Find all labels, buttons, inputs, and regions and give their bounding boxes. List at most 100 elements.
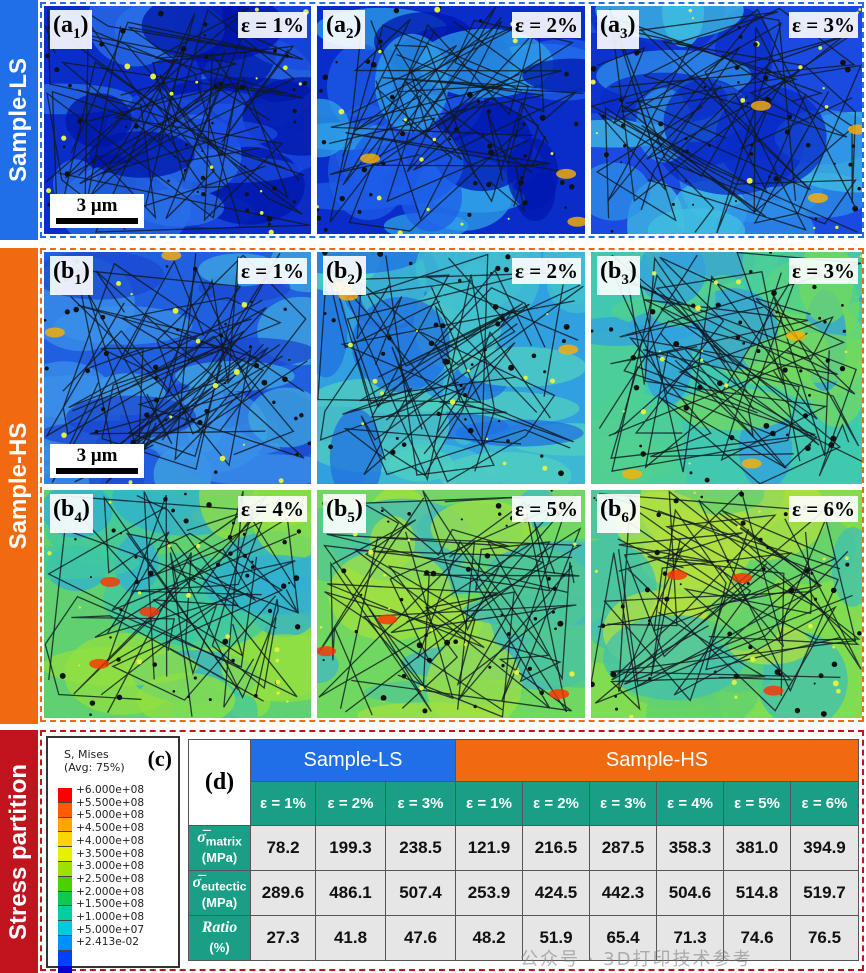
table-row-header: σ̅eutectic (MPa) — [188, 870, 251, 916]
legend-swatch — [58, 906, 72, 922]
table-cell: 442.3 — [589, 870, 657, 916]
stress-map-panel-b5: (b5) ε = 5% — [317, 490, 585, 718]
table-cell: 48.2 — [455, 915, 523, 961]
table-cell: 287.5 — [589, 825, 657, 871]
stress-map-image — [591, 252, 862, 484]
stress-map-panel-b1: (b1) ε = 1% 3 μm — [44, 252, 311, 484]
table-strain-header: ε = 3% — [589, 781, 657, 826]
panel-strain-label: ε = 2% — [512, 258, 581, 284]
panel-strain-label: ε = 3% — [789, 258, 858, 284]
table-cell: 519.7 — [790, 870, 859, 916]
legend-color-scale — [58, 788, 72, 973]
side-label-sample-ls: Sample-LS — [0, 0, 38, 240]
scale-bar: 3 μm — [50, 194, 144, 228]
table-group-sample-hs: Sample-HS — [455, 739, 859, 782]
table-strain-header: ε = 3% — [385, 781, 456, 826]
legend-value: +2.500e+08 — [76, 872, 145, 885]
frame-sample-hs — [40, 248, 864, 722]
side-label-sample-hs: Sample-HS — [0, 248, 38, 724]
table-cell: 41.8 — [315, 915, 386, 961]
stress-map-image — [44, 6, 311, 234]
legend-swatch — [58, 847, 72, 862]
legend-value: +4.000e+08 — [76, 834, 145, 847]
panel-strain-label: ε = 3% — [789, 12, 858, 38]
legend-value: +2.413e-02 — [76, 936, 140, 949]
legend-panel-label: (c) — [147, 746, 172, 771]
table-strain-header: ε = 5% — [723, 781, 791, 826]
stress-map-panel-a1: (a1) ε = 1% 3 μm — [44, 6, 311, 234]
stress-map-panel-a3: (a3) ε = 3% — [591, 6, 862, 234]
panel-strain-label: ε = 5% — [512, 496, 581, 522]
panel-strain-label: ε = 4% — [238, 496, 307, 522]
table-cell: 47.6 — [385, 915, 456, 961]
legend-value: +5.500e+08 — [76, 796, 145, 809]
legend-value: +3.500e+08 — [76, 847, 145, 860]
table-cell: 65.4 — [589, 915, 657, 961]
panel-label: (b6) — [597, 494, 640, 533]
legend-values: +6.000e+08 +5.500e+08 +5.000e+08 +4.500e+08… — [76, 784, 144, 949]
panel-label: (b4) — [50, 494, 93, 533]
panel-label: (b2) — [323, 256, 366, 295]
panel-strain-label: ε = 1% — [238, 258, 307, 284]
table-cell: 216.5 — [522, 825, 590, 871]
legend-swatch — [58, 817, 72, 833]
table-cell: 76.5 — [790, 915, 859, 961]
table-group-sample-ls: Sample-LS — [250, 739, 456, 782]
panel-label: (a3) — [597, 10, 639, 49]
panel-strain-label: ε = 6% — [789, 496, 858, 522]
table-cell: 394.9 — [790, 825, 859, 871]
legend-swatch — [58, 802, 72, 818]
stress-map-image — [317, 490, 585, 718]
legend-value: +5.000e+07 — [76, 923, 145, 936]
table-cell: 74.6 — [723, 915, 791, 961]
legend-swatch — [58, 876, 72, 892]
table-row-header: Ratio (%) — [188, 915, 251, 961]
panel-label: (b5) — [323, 494, 366, 533]
table-cell: 71.3 — [656, 915, 724, 961]
legend-swatch — [58, 935, 72, 951]
legend-value: +1.500e+08 — [76, 898, 145, 911]
panel-label: (b1) — [50, 256, 93, 295]
table-cell: 51.9 — [522, 915, 590, 961]
watermark: 公众号 · 3D打印技术参考 — [520, 949, 753, 970]
scale-bar: 3 μm — [50, 444, 144, 478]
stress-map-panel-b6: (b6) ε = 6% — [591, 490, 862, 718]
stress-legend: S, Mises (Avg: 75%) (c) +6.000e+08 +5.500… — [46, 736, 180, 973]
stress-map-panel-b2: (b2) ε = 2% — [317, 252, 585, 484]
legend-value: +5.000e+08 — [76, 809, 145, 822]
stress-map-panel-b4: (b4) ε = 4% — [44, 490, 311, 718]
table-cell: 121.9 — [455, 825, 523, 871]
stress-map-image — [317, 6, 585, 234]
table-cell: 27.3 — [250, 915, 316, 961]
panel-strain-label: ε = 1% — [238, 12, 307, 38]
legend-swatch — [58, 921, 72, 936]
legend-value: +2.000e+08 — [76, 885, 145, 898]
legend-swatch — [58, 891, 72, 907]
table-row-header: σ̅matrix (MPa) — [188, 825, 251, 871]
table-strain-header: ε = 2% — [315, 781, 386, 826]
table-strain-header: ε = 1% — [455, 781, 523, 826]
stress-partition-table: (d) Sample-LS Sample-HS ε = 1% ε = 2% ε = … — [188, 739, 859, 961]
table-panel-label: (d) — [188, 739, 251, 826]
table-cell: 358.3 — [656, 825, 724, 871]
table-cell: 253.9 — [455, 870, 523, 916]
side-label-stress-partition: Stress partition — [0, 730, 38, 973]
table-cell: 199.3 — [315, 825, 386, 871]
legend-value: +3.000e+08 — [76, 860, 145, 873]
legend-value: +4.500e+08 — [76, 822, 145, 835]
frame-sample-ls — [40, 2, 864, 238]
panel-label: (a2) — [323, 10, 365, 49]
table-cell: 507.4 — [385, 870, 456, 916]
panel-label: (a1) — [50, 10, 92, 49]
legend-value: +6.000e+08 — [76, 784, 145, 796]
table-strain-header: ε = 2% — [522, 781, 590, 826]
legend-swatch — [58, 861, 72, 877]
panel-strain-label: ε = 2% — [512, 12, 581, 38]
panel-label: (b3) — [597, 256, 640, 295]
stress-map-panel-b3: (b3) ε = 3% — [591, 252, 862, 484]
table-cell: 289.6 — [250, 870, 316, 916]
table-cell: 514.8 — [723, 870, 791, 916]
legend-swatch — [58, 950, 72, 966]
table-row: σ̅eutectic (MPa) 289.6 486.1 507.4 253.9 424.5… — [188, 870, 859, 916]
legend-swatch — [58, 788, 72, 803]
